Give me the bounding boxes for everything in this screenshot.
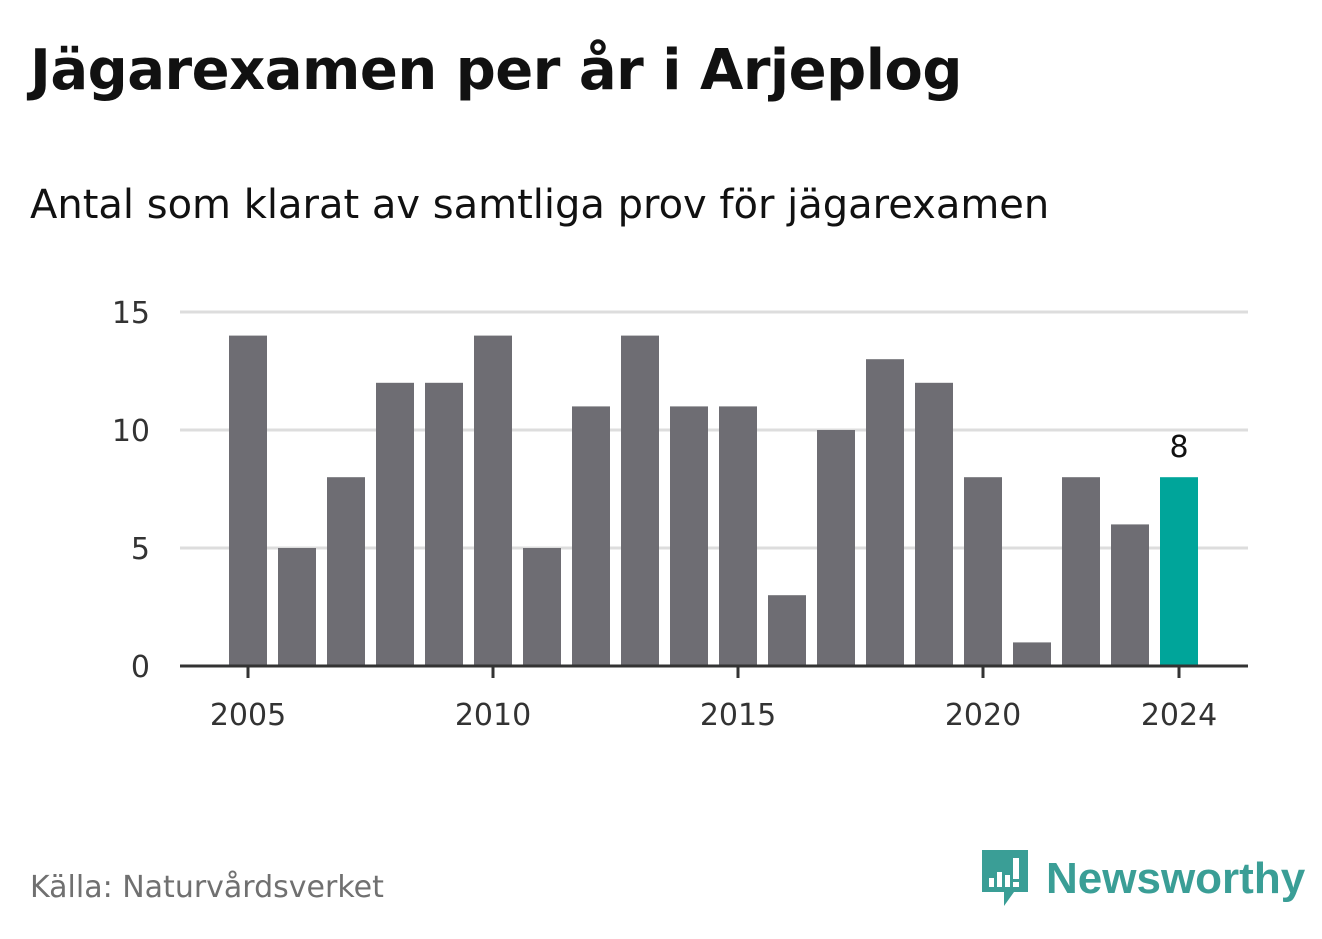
bar-2018 [866,359,904,666]
bar-2024 [1160,477,1198,666]
x-tick-label: 2015 [700,698,776,733]
brand-name: Newsworthy [1046,854,1306,903]
bar-2006 [278,548,316,666]
x-tick-label: 2020 [945,698,1021,733]
bar-2011 [523,548,561,666]
x-tick-label: 2024 [1141,698,1217,733]
bar-chart: 0 5 10 15 2005 2010 2015 2020 2024 8 [112,296,1248,733]
newsworthy-logo-icon [982,850,1028,906]
bar-2010 [474,335,512,666]
bar-2013 [621,335,659,666]
bar-2019 [915,382,953,666]
bar-2022 [1062,477,1100,666]
bar-2014 [670,406,708,666]
y-tick-label: 15 [112,296,150,331]
bar-2009 [425,382,463,666]
source-note: Källa: Naturvårdsverket [30,870,384,905]
bar-2015 [719,406,757,666]
labels: 0 5 10 15 2005 2010 2015 2020 2024 8 [112,296,1217,733]
brand-logo: Newsworthy [980,848,1305,910]
data-label: 8 [1169,430,1188,465]
bar-2007 [327,477,365,666]
y-tick-label: 10 [112,414,150,449]
bar-2012 [572,406,610,666]
x-tick-label: 2005 [210,698,286,733]
x-axis [180,664,1248,678]
bar-2020 [964,477,1002,666]
chart-title: Jägarexamen per år i Arjeplog [30,38,962,103]
y-tick-label: 0 [131,650,150,685]
y-tick-label: 5 [131,532,150,567]
bars [229,335,1198,666]
chart-subtitle: Antal som klarat av samtliga prov för jä… [30,182,1050,228]
bar-2021 [1013,642,1051,666]
bar-2008 [376,382,414,666]
bar-2016 [768,595,806,666]
bar-2023 [1111,524,1149,666]
x-tick-label: 2010 [455,698,531,733]
bar-2017 [817,430,855,666]
bar-2005 [229,335,267,666]
